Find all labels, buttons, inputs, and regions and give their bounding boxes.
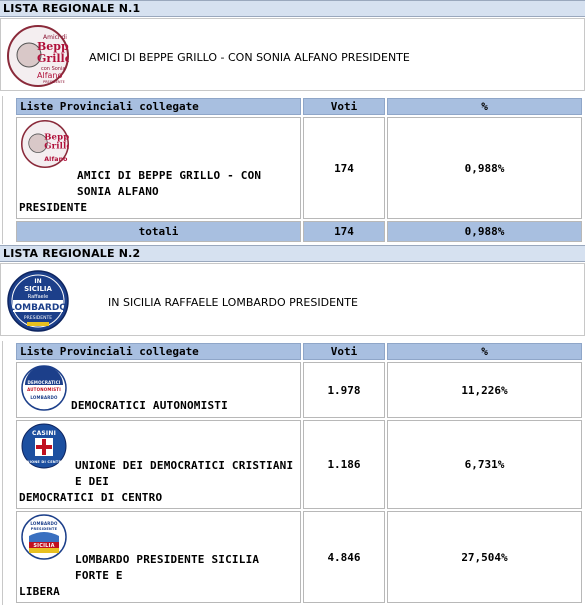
lombardo-logo: IN SICILIA Raffaele LOMBARDO PRESIDENTE (7, 270, 69, 332)
svg-text:con Sonia: con Sonia (41, 66, 65, 72)
svg-text:PRESIDENTE: PRESIDENTE (24, 315, 52, 321)
party-cell: Beppe Grillo Alfano AMICI DI BEPPE GRILL… (16, 117, 301, 219)
udc-casini-logo: CASINI UNIONE DI CENTRO (21, 423, 67, 469)
col-voti: Voti (303, 343, 385, 360)
lista-name-row: IN SICILIA Raffaele LOMBARDO PRESIDENTE … (0, 263, 585, 336)
lista-name: IN SICILIA RAFFAELE LOMBARDO PRESIDENTE (108, 296, 358, 309)
voti-cell: 4.846 (303, 511, 385, 603)
svg-text:LOMBARDO: LOMBARDO (30, 395, 58, 400)
grillo-logo: Beppe Grillo Alfano (21, 120, 69, 168)
lista-regionale-1: LISTA REGIONALE N.1 Amici di Beppe Grill… (0, 0, 585, 244)
party-name-line1: UNIONE DEI DEMOCRATICI CRISTIANI E DEI (75, 459, 294, 488)
svg-text:Beppe: Beppe (37, 40, 69, 53)
svg-text:Grillo: Grillo (44, 142, 69, 152)
totals-row: totali 174 0,988% (16, 221, 582, 242)
party-cell: LOMBARDO PRESIDENTE SICILIA LOMBARDO PRE… (16, 511, 301, 603)
table-row: DEMOCRATICI AUTONOMISTI LOMBARDO DEMOCRA… (16, 362, 582, 418)
col-liste: Liste Provinciali collegate (16, 98, 301, 115)
svg-text:PRESIDENTE: PRESIDENTE (31, 527, 58, 531)
pct-cell: 0,988% (387, 117, 582, 219)
svg-text:CASINI: CASINI (32, 430, 56, 437)
party-name-line2: DEMOCRATICI DI CENTRO (19, 491, 163, 504)
col-liste: Liste Provinciali collegate (16, 343, 301, 360)
liste-table: Liste Provinciali collegate Voti % DEMOC… (14, 341, 584, 605)
svg-text:PRESIDENTE: PRESIDENTE (43, 80, 65, 84)
svg-text:UNIONE DI CENTRO: UNIONE DI CENTRO (23, 460, 64, 464)
svg-text:IN: IN (34, 278, 41, 285)
lista-name: AMICI DI BEPPE GRILLO - CON SONIA ALFANO… (89, 51, 410, 64)
lombardo-presidente-logo: LOMBARDO PRESIDENTE SICILIA (21, 514, 67, 560)
svg-text:Beppe: Beppe (44, 132, 69, 142)
svg-text:LOMBARDO: LOMBARDO (30, 521, 58, 526)
pct-cell: 27,504% (387, 511, 582, 603)
svg-text:DEMOCRATICI: DEMOCRATICI (27, 380, 60, 385)
lista-name-row: Amici di Beppe Grillo con Sonia Alfano P… (0, 18, 585, 91)
lista-header: LISTA REGIONALE N.2 (0, 245, 585, 262)
party-cell: CASINI UNIONE DI CENTRO UNIONE DEI DEMOC… (16, 420, 301, 509)
svg-text:Alfano: Alfano (44, 156, 67, 163)
democratici-autonomisti-logo: DEMOCRATICI AUTONOMISTI LOMBARDO (21, 365, 67, 411)
table-row: Beppe Grillo Alfano AMICI DI BEPPE GRILL… (16, 117, 582, 219)
table-row: CASINI UNIONE DI CENTRO UNIONE DEI DEMOC… (16, 420, 582, 509)
col-voti: Voti (303, 98, 385, 115)
liste-provinciali: Liste Provinciali collegate Voti % DEMOC… (2, 341, 585, 605)
lista-regionale-2: LISTA REGIONALE N.2 IN SICILIA Raffaele … (0, 245, 585, 605)
svg-text:Grillo: Grillo (37, 52, 69, 65)
liste-table: Liste Provinciali collegate Voti % Beppe… (14, 96, 584, 244)
svg-text:Alfano: Alfano (37, 71, 62, 80)
totals-voti: 174 (303, 221, 385, 242)
party-name-line1: AMICI DI BEPPE GRILLO - CON SONIA ALFANO (77, 169, 262, 198)
grillo-logo: Amici di Beppe Grillo con Sonia Alfano P… (7, 25, 69, 87)
voti-cell: 1.978 (303, 362, 385, 418)
party-name-line1: DEMOCRATICI AUTONOMISTI (71, 399, 228, 412)
totals-pct: 0,988% (387, 221, 582, 242)
pct-cell: 6,731% (387, 420, 582, 509)
svg-text:SICILIA: SICILIA (24, 285, 52, 293)
party-name-line2: LIBERA (19, 585, 60, 598)
lista-header: LISTA REGIONALE N.1 (0, 0, 585, 17)
svg-text:AUTONOMISTI: AUTONOMISTI (27, 387, 61, 392)
party-cell: DEMOCRATICI AUTONOMISTI LOMBARDO DEMOCRA… (16, 362, 301, 418)
liste-provinciali: Liste Provinciali collegate Voti % Beppe… (2, 96, 585, 244)
svg-text:Raffaele: Raffaele (28, 294, 48, 300)
totals-label: totali (16, 221, 301, 242)
col-pct: % (387, 343, 582, 360)
pct-cell: 11,226% (387, 362, 582, 418)
party-name-line2: PRESIDENTE (19, 201, 88, 214)
voti-cell: 1.186 (303, 420, 385, 509)
svg-text:LOMBARDO: LOMBARDO (9, 303, 67, 313)
table-row: LOMBARDO PRESIDENTE SICILIA LOMBARDO PRE… (16, 511, 582, 603)
svg-text:Amici di: Amici di (43, 34, 67, 41)
col-pct: % (387, 98, 582, 115)
voti-cell: 174 (303, 117, 385, 219)
svg-text:SICILIA: SICILIA (33, 543, 54, 549)
